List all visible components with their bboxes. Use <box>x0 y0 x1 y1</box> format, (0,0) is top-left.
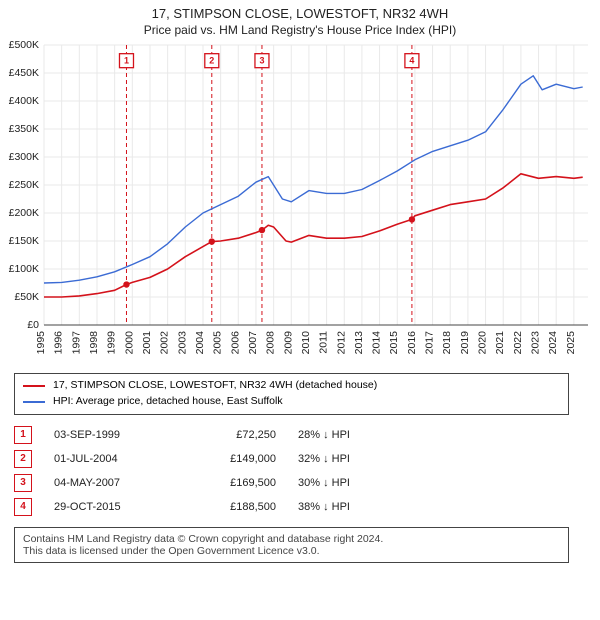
svg-text:2015: 2015 <box>388 331 400 355</box>
event-price: £188,500 <box>186 501 276 513</box>
svg-text:1998: 1998 <box>88 331 100 355</box>
svg-text:2025: 2025 <box>565 331 577 355</box>
svg-text:£400K: £400K <box>9 95 39 107</box>
svg-text:2018: 2018 <box>441 331 453 355</box>
event-row: 3 04-MAY-2007 £169,500 30% ↓ HPI <box>14 471 569 495</box>
swatch-series-1 <box>23 401 45 403</box>
svg-text:2024: 2024 <box>547 331 559 355</box>
event-delta: 38% ↓ HPI <box>298 501 569 513</box>
svg-text:2003: 2003 <box>176 331 188 355</box>
svg-text:2022: 2022 <box>512 331 524 355</box>
svg-text:2016: 2016 <box>406 331 418 355</box>
svg-text:2020: 2020 <box>477 331 489 355</box>
event-price: £149,000 <box>186 453 276 465</box>
svg-text:2004: 2004 <box>194 331 206 355</box>
svg-text:2014: 2014 <box>371 331 383 355</box>
svg-text:£300K: £300K <box>9 151 39 163</box>
svg-text:£0: £0 <box>27 319 39 331</box>
swatch-series-0 <box>23 385 45 387</box>
event-delta: 28% ↓ HPI <box>298 429 569 441</box>
svg-text:£450K: £450K <box>9 67 39 79</box>
event-num-box: 3 <box>14 474 32 492</box>
svg-text:2000: 2000 <box>123 331 135 355</box>
svg-text:2021: 2021 <box>494 331 506 355</box>
title-line-1: 17, STIMPSON CLOSE, LOWESTOFT, NR32 4WH <box>0 6 600 21</box>
event-num-box: 1 <box>14 426 32 444</box>
svg-text:2009: 2009 <box>282 331 294 355</box>
svg-text:2023: 2023 <box>530 331 542 355</box>
svg-text:4: 4 <box>409 56 414 66</box>
event-delta: 30% ↓ HPI <box>298 477 569 489</box>
svg-text:£500K: £500K <box>9 39 39 51</box>
event-row: 1 03-SEP-1999 £72,250 28% ↓ HPI <box>14 423 569 447</box>
svg-text:2008: 2008 <box>265 331 277 355</box>
svg-text:£100K: £100K <box>9 263 39 275</box>
title-line-2: Price paid vs. HM Land Registry's House … <box>0 23 600 37</box>
chart-container: 17, STIMPSON CLOSE, LOWESTOFT, NR32 4WH … <box>0 0 600 563</box>
event-num-box: 4 <box>14 498 32 516</box>
svg-text:2017: 2017 <box>424 331 436 355</box>
event-date: 29-OCT-2015 <box>54 501 164 513</box>
svg-text:2006: 2006 <box>229 331 241 355</box>
svg-text:£250K: £250K <box>9 179 39 191</box>
footer-attribution: Contains HM Land Registry data © Crown c… <box>14 527 569 563</box>
event-date: 03-SEP-1999 <box>54 429 164 441</box>
event-row: 2 01-JUL-2004 £149,000 32% ↓ HPI <box>14 447 569 471</box>
svg-text:1997: 1997 <box>70 331 82 355</box>
svg-text:2011: 2011 <box>318 331 330 354</box>
svg-text:1996: 1996 <box>53 331 65 355</box>
event-price: £169,500 <box>186 477 276 489</box>
price-chart: £0 £50K £100K £150K £200K £250K £300K £350K £400… <box>0 37 600 367</box>
svg-text:2019: 2019 <box>459 331 471 355</box>
svg-text:2010: 2010 <box>300 331 312 355</box>
svg-text:2007: 2007 <box>247 331 259 355</box>
legend-label-1: HPI: Average price, detached house, East… <box>53 394 283 410</box>
event-date: 01-JUL-2004 <box>54 453 164 465</box>
svg-text:2001: 2001 <box>141 331 153 355</box>
svg-text:1: 1 <box>124 56 129 66</box>
svg-text:£200K: £200K <box>9 207 39 219</box>
svg-text:3: 3 <box>259 56 264 66</box>
event-num-box: 2 <box>14 450 32 468</box>
event-row: 4 29-OCT-2015 £188,500 38% ↓ HPI <box>14 495 569 519</box>
svg-text:£350K: £350K <box>9 123 39 135</box>
svg-text:1999: 1999 <box>106 331 118 355</box>
svg-text:£50K: £50K <box>14 291 39 303</box>
svg-text:2: 2 <box>209 56 214 66</box>
event-price: £72,250 <box>186 429 276 441</box>
svg-text:2013: 2013 <box>353 331 365 355</box>
footer-line-1: Contains HM Land Registry data © Crown c… <box>23 533 560 545</box>
footer-line-2: This data is licensed under the Open Gov… <box>23 545 560 557</box>
events-table: 1 03-SEP-1999 £72,250 28% ↓ HPI 2 01-JUL-2004… <box>14 423 569 519</box>
svg-text:1995: 1995 <box>35 331 47 355</box>
svg-text:2005: 2005 <box>212 331 224 355</box>
svg-text:2002: 2002 <box>159 331 171 355</box>
event-date: 04-MAY-2007 <box>54 477 164 489</box>
svg-text:2012: 2012 <box>335 331 347 355</box>
event-delta: 32% ↓ HPI <box>298 453 569 465</box>
legend: 17, STIMPSON CLOSE, LOWESTOFT, NR32 4WH … <box>14 373 569 415</box>
legend-label-0: 17, STIMPSON CLOSE, LOWESTOFT, NR32 4WH … <box>53 378 377 394</box>
svg-text:£150K: £150K <box>9 235 39 247</box>
